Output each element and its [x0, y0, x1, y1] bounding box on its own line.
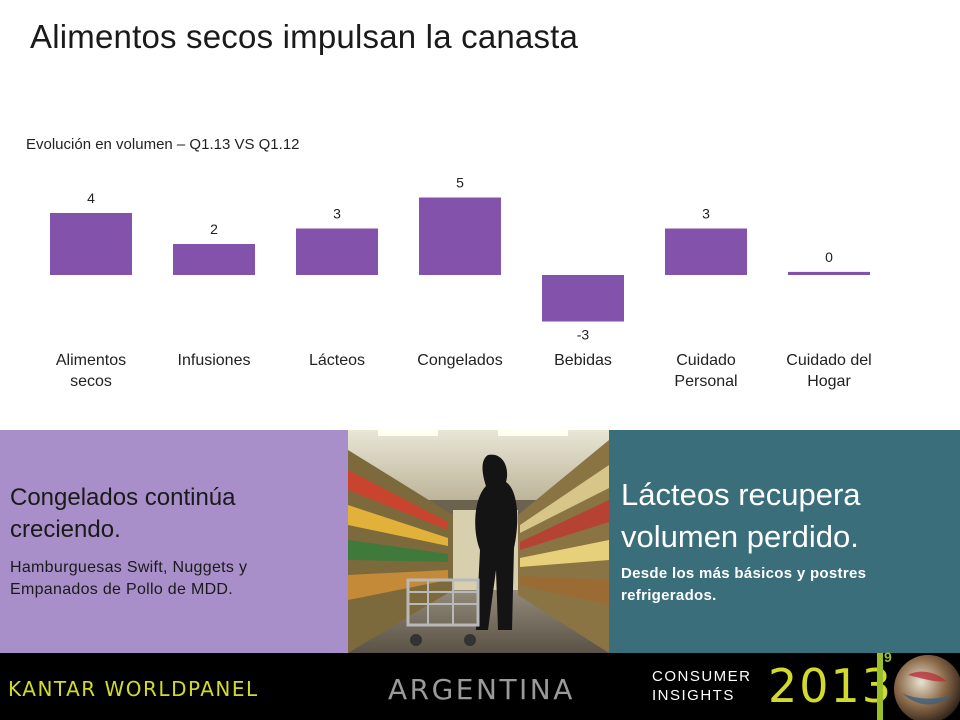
- consumer-line: CONSUMER: [652, 668, 752, 685]
- supermarket-photo: [348, 430, 609, 653]
- insight-panel-lacteos: Lácteos recupera volumen perdido. Desde …: [609, 430, 960, 653]
- data-label: 2: [210, 221, 218, 237]
- bar: [173, 244, 255, 275]
- divider: [877, 653, 883, 720]
- category-label: Cuidado del: [786, 352, 871, 369]
- chart-subtitle: Evolución en volumen – Q1.13 VS Q1.12: [26, 136, 300, 153]
- insight-body: Hamburguesas Swift, Nuggets y Empanados …: [10, 559, 248, 598]
- data-label: -3: [577, 327, 590, 343]
- category-label: Infusiones: [178, 352, 251, 369]
- data-label: 5: [456, 175, 464, 191]
- bar: [419, 197, 501, 275]
- year-label: 2013: [768, 659, 894, 713]
- bar-chart: 4 Alimentos secos 2 Infusiones 3 Lácteos 5 Conge…: [50, 175, 872, 390]
- globe-icon: [888, 653, 960, 720]
- data-label: 4: [87, 190, 95, 206]
- brand-worldpanel: WORLDPANEL: [104, 677, 259, 701]
- category-label: secos: [70, 373, 112, 390]
- supermarket-shopper-photo-icon: [348, 430, 609, 653]
- insight-heading: Congelados continúa creciendo.: [10, 484, 236, 543]
- bar: [50, 213, 132, 275]
- category-label: Cuidado: [676, 352, 736, 369]
- brand-kantar: KANTAR: [8, 677, 105, 701]
- insight-heading: Lácteos recupera volumen perdido.: [621, 477, 861, 554]
- category-label: Bebidas: [554, 352, 612, 369]
- data-label: 3: [333, 206, 341, 222]
- slide-title: Alimentos secos impulsan la canasta: [30, 18, 579, 55]
- category-label: Personal: [674, 373, 737, 390]
- insight-panel-congelados: Congelados continúa creciendo. Hamburgue…: [0, 430, 348, 653]
- data-label: 0: [825, 249, 833, 265]
- insight-body: Desde los más básicos y postres refriger…: [621, 565, 867, 604]
- country-label: ARGENTINA: [388, 673, 575, 706]
- bar: [788, 271, 870, 275]
- bar: [296, 228, 378, 275]
- consumer-insights-label: CONSUMER INSIGHTS: [652, 667, 752, 705]
- category-label: Alimentos: [56, 352, 126, 369]
- bar: [542, 275, 624, 322]
- data-label: 3: [702, 206, 710, 222]
- bar: [665, 228, 747, 275]
- category-label: Congelados: [417, 352, 502, 369]
- footer-bar: KANTAR WORLDPANEL ARGENTINA CONSUMER INS…: [0, 649, 960, 720]
- category-label: Lácteos: [309, 352, 365, 369]
- page-number: 9: [884, 649, 892, 665]
- category-label: Hogar: [807, 373, 851, 390]
- insights-line: INSIGHTS: [652, 687, 735, 704]
- kantar-worldpanel-logo: KANTAR WORLDPANEL: [8, 677, 259, 701]
